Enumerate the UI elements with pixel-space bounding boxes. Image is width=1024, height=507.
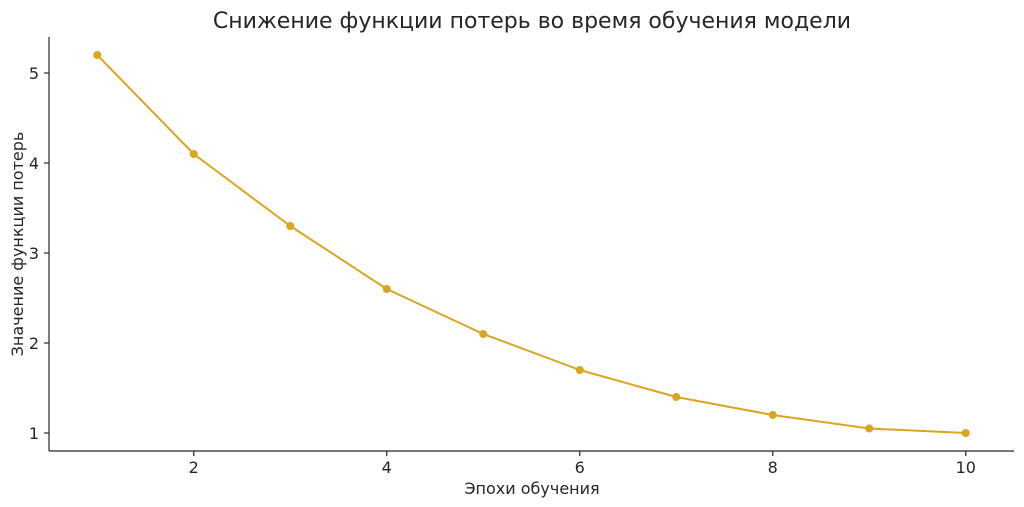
y-tick-label: 4 bbox=[29, 154, 39, 173]
y-tick-label: 3 bbox=[29, 244, 39, 263]
axes bbox=[48, 37, 1014, 452]
data-point bbox=[865, 424, 874, 433]
series-layer bbox=[93, 51, 970, 437]
y-tick-label: 5 bbox=[29, 64, 39, 83]
data-point bbox=[479, 330, 488, 338]
data-point bbox=[382, 285, 391, 293]
x-tick-label: 2 bbox=[189, 458, 199, 477]
x-tick-label: 6 bbox=[575, 458, 585, 477]
x-tick-label: 10 bbox=[956, 458, 976, 477]
y-ticks: 1 2 3 4 5 bbox=[29, 64, 49, 443]
y-tick-label: 2 bbox=[29, 334, 39, 353]
series-line bbox=[96, 54, 966, 434]
x-tick-label: 4 bbox=[382, 458, 392, 477]
data-point bbox=[93, 51, 102, 59]
data-point bbox=[961, 429, 970, 437]
data-point bbox=[672, 393, 681, 401]
data-point bbox=[189, 150, 198, 158]
y-axis-label: Значение функции потерь bbox=[8, 132, 27, 357]
x-tick-label: 8 bbox=[768, 458, 778, 477]
x-ticks: 2 4 6 8 10 bbox=[189, 451, 976, 477]
data-point bbox=[286, 222, 295, 230]
x-axis-label: Эпохи обучения bbox=[464, 479, 599, 498]
data-point bbox=[575, 366, 584, 374]
data-point bbox=[768, 411, 777, 419]
y-tick-label: 1 bbox=[29, 424, 39, 443]
chart-title: Снижение функции потерь во время обучени… bbox=[213, 9, 851, 34]
